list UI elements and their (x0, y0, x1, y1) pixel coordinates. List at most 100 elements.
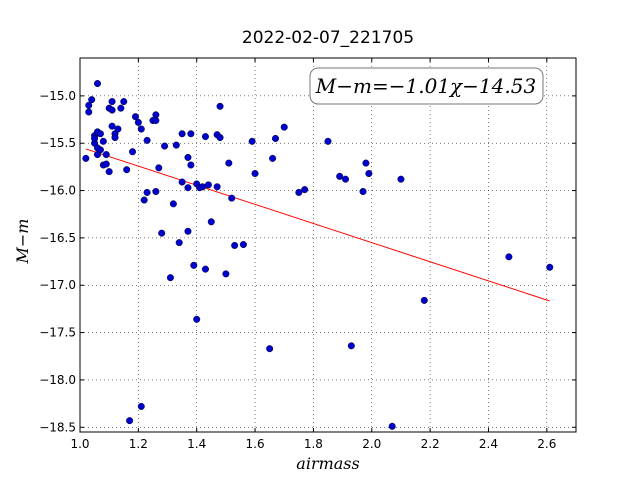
data-point (143, 136, 151, 144)
data-point (347, 342, 355, 350)
data-point (301, 186, 309, 194)
data-point (239, 241, 247, 249)
data-point (420, 296, 428, 304)
data-point (251, 170, 259, 178)
y-tick-label: −15.5 (39, 136, 76, 150)
data-point (137, 125, 145, 133)
data-point (96, 130, 104, 138)
data-point (99, 137, 107, 145)
data-point (222, 270, 230, 278)
annotation-box (309, 67, 544, 105)
x-axis-label: airmass (296, 454, 359, 473)
data-point (365, 170, 373, 178)
data-point (295, 188, 303, 196)
x-tick-label: 2.2 (421, 437, 440, 451)
data-point (266, 345, 274, 353)
x-tick-label: 1.8 (304, 437, 323, 451)
data-point (184, 184, 192, 192)
data-points (82, 80, 554, 430)
data-point (108, 122, 116, 130)
y-tick-label: −18.5 (39, 420, 76, 434)
data-point (111, 134, 119, 142)
data-point (161, 142, 169, 150)
data-point (143, 188, 151, 196)
data-point (362, 159, 370, 167)
data-point (137, 402, 145, 410)
data-point (91, 134, 99, 142)
data-point (88, 96, 96, 104)
data-point (201, 265, 209, 273)
data-point (178, 178, 186, 186)
data-point (158, 229, 166, 237)
data-point (108, 98, 116, 106)
x-tick-label: 1.2 (129, 437, 148, 451)
data-point (105, 168, 113, 176)
data-point (175, 239, 183, 247)
data-point (216, 134, 224, 142)
data-point (336, 172, 344, 180)
data-point (505, 253, 513, 261)
y-tick-label: −17.5 (39, 326, 76, 340)
data-point (169, 200, 177, 208)
data-point (397, 175, 405, 183)
data-point (187, 161, 195, 169)
data-point (131, 113, 139, 121)
data-point (134, 118, 142, 126)
data-point (184, 153, 192, 161)
x-tick-label: 2.4 (479, 437, 498, 451)
axis-ticks: 1.0 1.2 1.4 1.6 1.8 2.0 2.2 2.4 2.6 −15.0 −15.5 −16… (39, 58, 576, 451)
data-point (129, 148, 137, 156)
data-point (117, 104, 125, 112)
plot-frame (79, 57, 577, 433)
data-point (82, 154, 90, 162)
data-point (342, 175, 350, 183)
data-point (225, 159, 233, 167)
data-point (359, 188, 367, 196)
data-point (108, 106, 116, 114)
data-point (102, 160, 110, 168)
data-point (546, 263, 554, 271)
data-point (155, 164, 163, 172)
data-point (271, 134, 279, 142)
data-point (102, 151, 110, 159)
y-tick-label: −18.0 (39, 373, 76, 387)
data-point (120, 98, 128, 106)
y-tick-label: −16.5 (39, 231, 76, 245)
fit-equation: M−m=−1.01χ−14.53 (315, 74, 536, 98)
data-point (184, 227, 192, 235)
fit-line (85, 148, 550, 302)
data-point (190, 261, 198, 269)
data-point (213, 183, 221, 191)
data-point (140, 196, 148, 204)
x-tick-label: 1.4 (187, 437, 206, 451)
x-tick-label: 1.0 (70, 437, 89, 451)
equation-annotation: M−m=−1.01χ−14.53 (309, 67, 544, 105)
data-point (193, 315, 201, 323)
x-tick-label: 2.0 (362, 437, 381, 451)
data-point (166, 274, 174, 282)
data-point (178, 130, 186, 138)
data-point (204, 181, 212, 189)
y-tick-label: −17.0 (39, 278, 76, 292)
data-point (388, 422, 396, 430)
data-point (248, 137, 256, 145)
data-point (94, 80, 102, 88)
data-point (187, 130, 195, 138)
y-axis-label: M−m (13, 219, 32, 265)
data-point (228, 194, 236, 202)
data-point (152, 188, 160, 196)
data-point (231, 241, 239, 249)
fit-line-group (85, 148, 550, 302)
data-point (201, 133, 209, 141)
data-point (123, 166, 131, 174)
data-point (269, 154, 277, 162)
chart-title: 2022-02-07_221705 (242, 28, 414, 48)
data-point (199, 183, 207, 191)
data-point (126, 417, 134, 425)
x-tick-label: 2.6 (537, 437, 556, 451)
y-tick-label: −15.0 (39, 89, 76, 103)
data-point (85, 108, 93, 116)
x-tick-label: 1.6 (246, 437, 265, 451)
data-point (280, 123, 288, 131)
